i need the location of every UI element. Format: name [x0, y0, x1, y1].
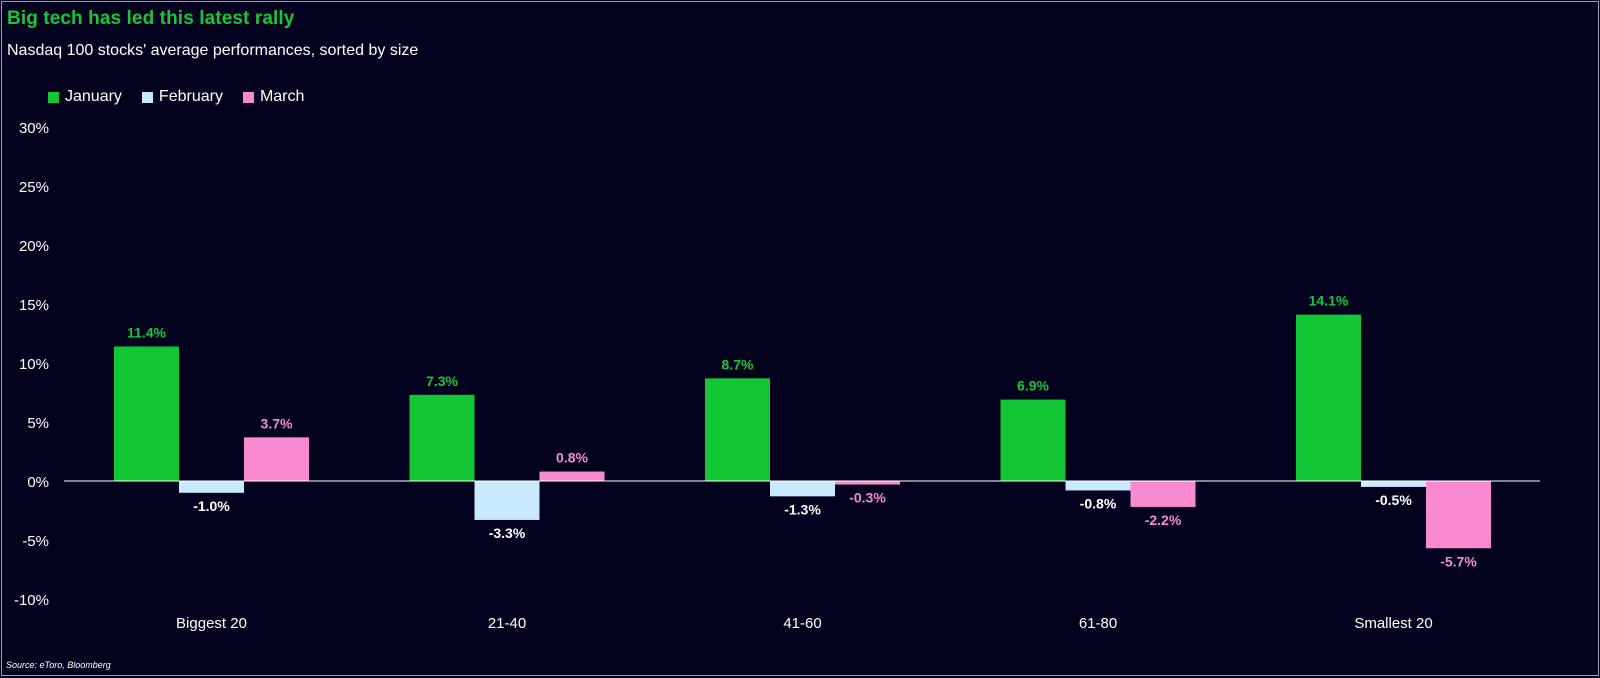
y-tick-label: -10%	[14, 592, 49, 609]
data-label-january: 7.3%	[426, 373, 458, 389]
legend-item-february: February	[141, 88, 223, 106]
bar-january	[114, 346, 179, 481]
data-label-march: -5.7%	[1440, 553, 1477, 569]
chart-subtitle: Nasdaq 100 stocks' average performances,…	[7, 42, 419, 59]
bar-february	[1065, 481, 1131, 491]
legend-item-march: March	[242, 88, 305, 106]
data-label-february: -1.0%	[193, 498, 230, 514]
legend-swatch-march	[242, 91, 254, 103]
legend-swatch-january	[48, 91, 59, 103]
x-category-label: 21-40	[488, 615, 526, 632]
legend-label-january: January	[65, 88, 122, 105]
data-label-february: -1.3%	[784, 501, 821, 517]
bar-february	[770, 481, 835, 497]
bar-january	[409, 394, 475, 481]
bar-january	[1296, 314, 1361, 481]
bar-march	[539, 471, 605, 481]
y-tick-label: -5%	[22, 533, 49, 550]
y-tick-label: 15%	[19, 297, 49, 314]
data-label-february: -0.8%	[1080, 495, 1117, 511]
data-label-march: -0.3%	[849, 490, 886, 506]
legend: January February March	[48, 88, 304, 106]
legend-item-january: January	[48, 88, 122, 106]
y-tick-label: 25%	[19, 179, 49, 196]
x-category-label: Smallest 20	[1354, 615, 1432, 632]
x-category-label: 41-60	[783, 615, 821, 632]
legend-swatch-february	[141, 91, 153, 103]
data-label-february: -0.5%	[1375, 492, 1412, 508]
bar-march	[1426, 481, 1491, 549]
y-tick-label: 20%	[19, 238, 49, 255]
bar-march	[835, 481, 900, 485]
data-label-january: 11.4%	[127, 324, 166, 340]
bar-january	[1000, 399, 1066, 481]
legend-label-march: March	[259, 88, 305, 105]
y-tick-label: 30%	[19, 120, 49, 137]
data-label-february: -3.3%	[489, 525, 526, 541]
y-tick-label: 5%	[27, 415, 49, 432]
bar-march	[1130, 481, 1196, 507]
data-label-january: 14.1%	[1309, 293, 1349, 309]
y-tick-label: 10%	[19, 356, 49, 373]
x-category-label: 61-80	[1079, 615, 1117, 632]
chart-title: Big tech has led this latest rally	[7, 8, 295, 29]
bar-february	[1361, 481, 1426, 487]
y-tick-label: 0%	[27, 474, 49, 491]
data-label-january: 8.7%	[722, 356, 754, 372]
data-label-march: -2.2%	[1145, 512, 1182, 528]
data-label-march: 3.7%	[261, 415, 293, 431]
source-note: Source: eToro, Bloomberg	[6, 660, 111, 670]
bar-february	[474, 481, 540, 520]
legend-label-february: February	[158, 88, 223, 105]
bar-march	[244, 437, 309, 481]
data-label-march: 0.8%	[556, 450, 588, 466]
x-category-label: Biggest 20	[176, 615, 247, 632]
data-label-january: 6.9%	[1017, 378, 1049, 394]
bar-february	[179, 481, 244, 493]
bar-january	[705, 378, 770, 481]
